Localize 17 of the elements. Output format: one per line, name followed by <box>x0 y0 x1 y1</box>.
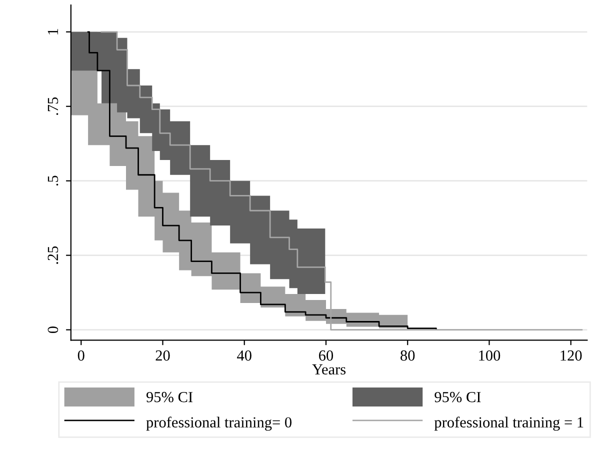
y-tick-label: .5 <box>48 176 58 186</box>
y-tick-label: .25 <box>48 246 58 264</box>
y-tick-label: 0 <box>48 326 58 334</box>
x-tick-label: 20 <box>156 350 170 361</box>
x-tick-label: 100 <box>479 350 500 361</box>
text: 95% CI <box>434 392 481 402</box>
x-tick-label: 60 <box>319 350 334 361</box>
legend-label: professional training= 0 <box>146 416 292 431</box>
x-tick-label: 120 <box>560 350 582 361</box>
x-tick-label: 80 <box>400 350 415 361</box>
text: 95% CI <box>146 392 193 402</box>
legend-label: professional training = 1 <box>434 416 584 431</box>
x-tick-label: 0 <box>78 350 84 361</box>
y-tick-label: .75 <box>48 97 58 115</box>
x-axis-title: Years <box>312 364 346 375</box>
x-tick-label: 40 <box>237 350 252 361</box>
y-tick-label: 1 <box>48 28 58 34</box>
